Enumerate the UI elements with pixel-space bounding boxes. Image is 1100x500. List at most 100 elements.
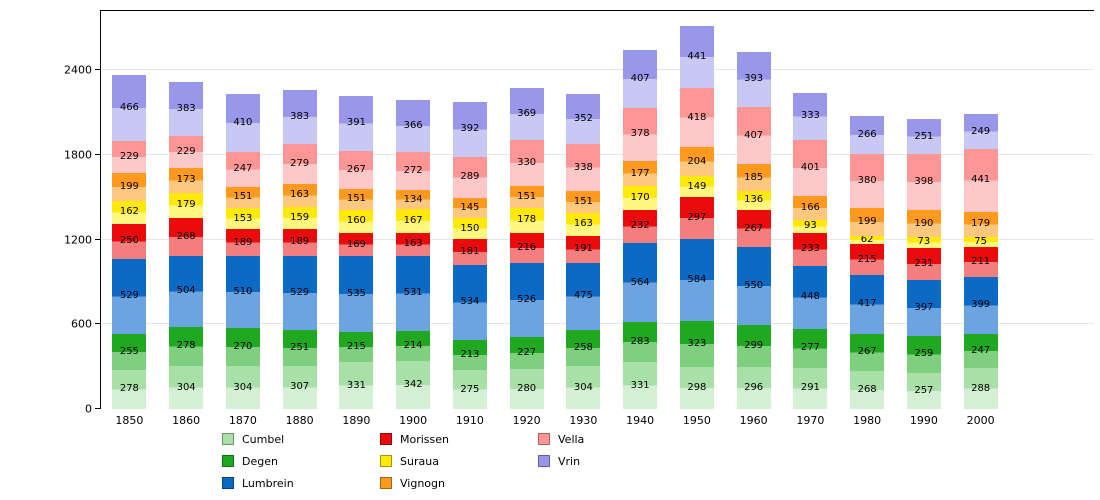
x-tick-label: 1860	[172, 414, 201, 427]
legend-label: Vrin	[558, 454, 581, 468]
bar-segment-lumbrein: 531	[396, 255, 431, 331]
bar-segment-vella: 407	[736, 107, 771, 165]
bar-segment-morissen: 169	[339, 232, 374, 257]
bar-segment-suraua: 93	[793, 219, 828, 233]
bar-value-label: 529	[119, 290, 139, 302]
bar-segment-suraua: 153	[225, 207, 260, 230]
bar-segment-lumbrein: 510	[225, 256, 260, 328]
bar-segment-vignogn: 151	[339, 188, 374, 211]
bar-segment-cumbel: 280	[509, 369, 544, 409]
bar-value-label: 280	[517, 383, 537, 395]
plot-area: 278 255 529 250 162 199 229 466 1850 304 278 504 268…	[64, 10, 1094, 427]
legend-swatch-vignogn	[380, 477, 392, 489]
y-tick-label: 1200	[64, 233, 92, 247]
bar-value-label: 75	[974, 236, 987, 248]
bar-value-label: 150	[460, 222, 480, 234]
bar-value-label: 151	[346, 193, 366, 205]
bar-value-label: 333	[800, 110, 820, 122]
bar-value-label: 534	[460, 296, 480, 308]
bar-value-label: 392	[460, 123, 480, 135]
y-axis-tick	[95, 323, 101, 325]
bar-segment-vella: 330	[509, 139, 544, 187]
bar-value-label: 397	[914, 302, 934, 314]
x-tick-label: 1900	[399, 414, 428, 427]
bar-stack: 331 215 535 169 160 151 267 391	[339, 95, 374, 409]
bar-segment-vella: 289	[452, 156, 487, 198]
bar-segment-suraua: 179	[169, 192, 204, 218]
bar-value-label: 199	[119, 180, 139, 192]
bar-segment-vella: 418	[679, 88, 714, 148]
bar-segment-degen: 215	[339, 331, 374, 363]
y-tick-label: 2400	[64, 63, 92, 77]
bar-segment-vella: 267	[339, 151, 374, 189]
bar-value-label: 268	[857, 384, 877, 396]
bar-value-label: 410	[233, 116, 253, 128]
bar-value-label: 189	[233, 236, 253, 248]
legend-label: Suraua	[400, 454, 439, 468]
bar-value-label: 466	[119, 101, 139, 113]
legend-item: Lumbrein	[222, 472, 380, 494]
bar-stack: 304 270 510 189 153 151 247 410	[225, 93, 260, 409]
bar-stack: 307 251 529 189 159 163 279 383	[282, 90, 317, 409]
bar-value-label: 526	[517, 294, 537, 306]
bar-value-label: 169	[346, 238, 366, 250]
bar-segment-suraua: 162	[112, 201, 147, 224]
bar-segment-morissen: 189	[225, 229, 260, 257]
bar-value-label: 391	[346, 117, 366, 129]
bar-value-label: 258	[573, 341, 593, 353]
bar-value-label: 162	[119, 206, 139, 218]
bar-segment-vignogn: 151	[225, 186, 260, 208]
bar-segment-degen: 323	[679, 321, 714, 367]
bar-segment-morissen: 231	[906, 247, 941, 281]
bar-segment-morissen: 191	[566, 235, 601, 263]
bar-column: 280 227 526 216 178 151 330 369 1920	[509, 87, 544, 427]
y-tick-label: 0	[85, 402, 92, 416]
bar-value-label: 304	[233, 381, 253, 393]
bar-value-label: 279	[290, 157, 310, 169]
legend-label: Morissen	[400, 432, 450, 446]
bar-segment-degen: 258	[566, 329, 601, 367]
x-tick-label: 1890	[342, 414, 371, 427]
bar-column: 304 278 504 268 179 173 229 383 1860	[169, 81, 204, 427]
legend-swatch-cumbel	[222, 433, 234, 445]
bar-value-label: 249	[971, 125, 991, 137]
bar-segment-morissen: 250	[112, 223, 147, 260]
bar-segment-vella: 229	[169, 135, 204, 169]
bar-segment-vignogn: 163	[282, 183, 317, 207]
bar-value-label: 296	[744, 382, 764, 394]
legend-label: Cumbel	[242, 432, 285, 446]
bar-value-label: 145	[460, 201, 480, 213]
bar-value-label: 342	[403, 378, 423, 390]
bar-segment-vella: 398	[906, 154, 941, 211]
bar-column: 291 277 448 233 93 166 401 333 1970	[793, 92, 828, 427]
bar-value-label: 448	[800, 291, 820, 303]
x-tick-label: 1910	[455, 414, 484, 427]
bar-segment-morissen: 163	[396, 232, 431, 256]
bar-value-label: 393	[744, 73, 764, 85]
bar-segment-degen: 278	[169, 326, 204, 367]
bar-value-label: 247	[971, 344, 991, 356]
bar-segment-vignogn: 199	[850, 207, 885, 236]
bar-value-label: 231	[914, 257, 934, 269]
bar-segment-lumbrein: 584	[679, 238, 714, 322]
bar-segment-lumbrein: 529	[282, 255, 317, 331]
bar-segment-cumbel: 307	[282, 365, 317, 409]
legend-item: Morissen	[380, 428, 538, 450]
bar-segment-vrin: 466	[112, 74, 147, 141]
bar-segment-cumbel: 268	[850, 371, 885, 409]
bar-segment-lumbrein: 535	[339, 256, 374, 332]
bar-segment-morissen: 297	[679, 197, 714, 239]
bar-value-label: 163	[573, 218, 593, 230]
bar-column: 331 215 535 169 160 151 267 391 1890	[339, 95, 374, 427]
bar-value-label: 229	[119, 150, 139, 162]
bar-column: 304 270 510 189 153 151 247 410 1870	[225, 93, 260, 427]
bar-stack: 342 214 531 163 167 134 272 366	[396, 100, 431, 409]
bar-value-label: 233	[800, 243, 820, 255]
bar-segment-vella: 401	[793, 139, 828, 197]
legend-item: Vignogn	[380, 472, 538, 494]
bar-value-label: 399	[971, 299, 991, 311]
bar-segment-cumbel: 331	[623, 362, 658, 409]
bar-segment-morissen: 181	[452, 239, 487, 265]
bar-segment-lumbrein: 504	[169, 255, 204, 327]
bar-value-label: 159	[290, 211, 310, 223]
